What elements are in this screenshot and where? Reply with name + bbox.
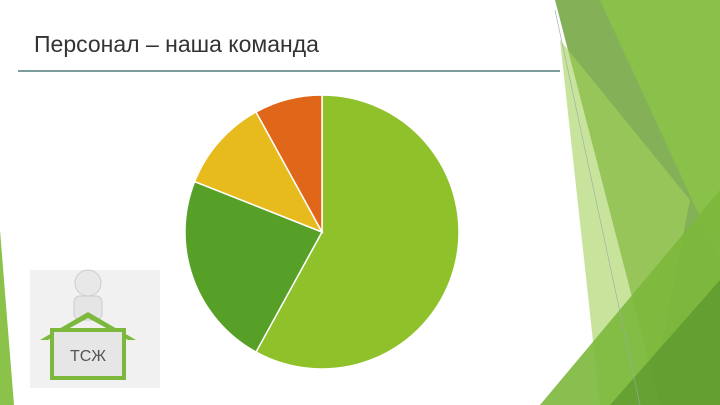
person-illustration: ТСЖ bbox=[30, 269, 160, 388]
pie-slice bbox=[254, 94, 323, 233]
illustration-label: ТСЖ bbox=[70, 348, 106, 365]
pie-slice bbox=[254, 94, 460, 370]
pie-slice bbox=[184, 180, 324, 354]
slide-title: Персонал – наша команда bbox=[34, 31, 319, 57]
pie bbox=[184, 94, 460, 370]
pie-slice bbox=[193, 110, 324, 234]
